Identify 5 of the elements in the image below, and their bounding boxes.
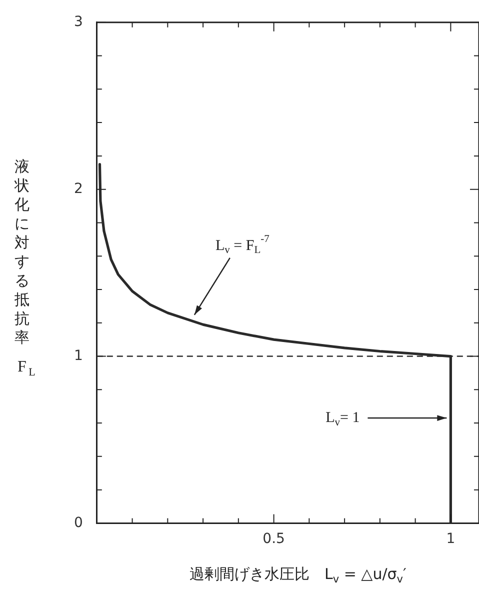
x-tick-label: 0.5 — [262, 531, 285, 548]
y-tick-label: 1 — [74, 348, 83, 364]
y-tick-label: 2 — [74, 180, 83, 197]
y-tick-label: 0 — [74, 514, 83, 531]
y-tick-label: 3 — [74, 14, 83, 30]
